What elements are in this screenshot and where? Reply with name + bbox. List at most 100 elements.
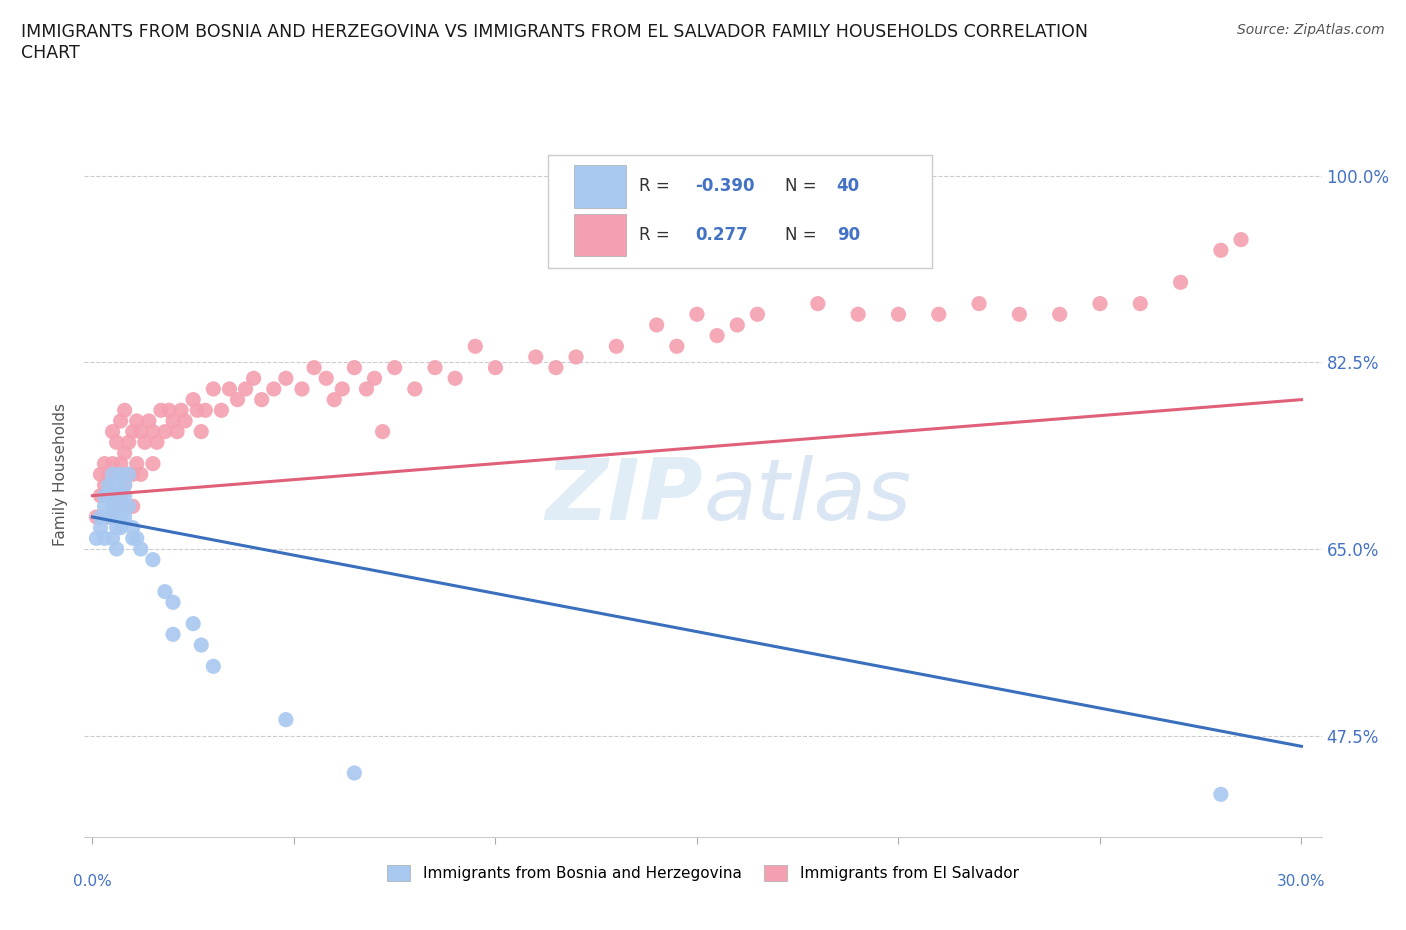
Point (121, 520, 143, 535)
Point (1170, 275, 1192, 290)
Text: 40: 40 (837, 178, 859, 195)
Point (706, 328, 728, 343)
Text: Source: ZipAtlas.com: Source: ZipAtlas.com (1237, 23, 1385, 37)
Point (384, 360, 406, 375)
Point (747, 307, 769, 322)
Point (153, 424, 176, 439)
Point (93, 488, 115, 503)
Text: R =: R = (638, 226, 675, 244)
Point (101, 531, 124, 546)
Point (118, 498, 141, 513)
Point (444, 371, 467, 386)
Point (645, 317, 668, 332)
Point (242, 371, 264, 386)
Point (105, 541, 128, 556)
Point (121, 498, 143, 513)
Point (146, 435, 169, 450)
Point (110, 467, 132, 482)
Point (134, 435, 156, 450)
Point (725, 317, 748, 332)
Point (110, 510, 132, 525)
Point (1088, 296, 1111, 311)
Point (928, 307, 950, 322)
Point (125, 414, 148, 429)
Point (363, 371, 385, 386)
Point (1129, 296, 1152, 311)
Point (110, 457, 132, 472)
Point (153, 584, 176, 599)
Point (1209, 787, 1232, 802)
Point (101, 467, 124, 482)
Point (162, 595, 184, 610)
Point (263, 381, 285, 396)
Point (174, 414, 197, 429)
Point (125, 457, 148, 472)
Point (464, 339, 486, 353)
Point (142, 552, 165, 567)
Point (86, 531, 108, 546)
Point (181, 617, 204, 631)
Point (1230, 232, 1253, 247)
Point (89, 467, 111, 482)
Point (162, 627, 184, 642)
Point (121, 531, 143, 546)
Point (423, 360, 446, 375)
Text: 0.277: 0.277 (696, 226, 748, 244)
Point (170, 403, 193, 418)
Point (105, 488, 128, 503)
Point (544, 360, 567, 375)
Point (565, 350, 588, 365)
Point (101, 457, 124, 472)
Point (138, 414, 160, 429)
Point (371, 424, 394, 439)
Point (315, 371, 337, 386)
Point (114, 488, 136, 503)
Point (93, 457, 115, 472)
Point (226, 392, 249, 407)
Point (665, 339, 688, 353)
Point (121, 467, 143, 482)
Point (202, 658, 225, 673)
Point (114, 403, 136, 418)
Point (484, 360, 506, 375)
Point (807, 296, 830, 311)
Text: -0.390: -0.390 (696, 178, 755, 195)
Text: R =: R = (638, 178, 675, 195)
Point (149, 403, 172, 418)
Point (343, 765, 366, 780)
Point (105, 520, 128, 535)
Point (129, 467, 152, 482)
Point (250, 392, 273, 407)
Point (118, 435, 141, 450)
Point (101, 498, 124, 513)
Point (114, 477, 136, 492)
Point (105, 435, 128, 450)
Point (524, 350, 547, 365)
Point (323, 392, 346, 407)
Point (343, 360, 366, 375)
Point (101, 488, 124, 503)
Point (1049, 307, 1071, 322)
Point (93, 498, 115, 513)
Text: N =: N = (785, 178, 821, 195)
Text: IMMIGRANTS FROM BOSNIA AND HERZEGOVINA VS IMMIGRANTS FROM EL SALVADOR FAMILY HOU: IMMIGRANTS FROM BOSNIA AND HERZEGOVINA V… (21, 23, 1088, 62)
Point (686, 307, 709, 322)
Point (101, 510, 124, 525)
Point (129, 424, 152, 439)
Point (274, 712, 297, 727)
Point (166, 424, 188, 439)
Point (89, 520, 111, 535)
Text: 90: 90 (837, 226, 859, 244)
Point (157, 403, 180, 418)
Point (89, 488, 111, 503)
Point (114, 510, 136, 525)
Point (93, 477, 115, 492)
Point (846, 307, 869, 322)
Point (93, 531, 115, 546)
Point (1008, 307, 1031, 322)
Point (404, 381, 426, 396)
Point (356, 381, 378, 396)
Text: ZIP: ZIP (546, 455, 703, 538)
Point (110, 414, 132, 429)
Point (105, 467, 128, 482)
